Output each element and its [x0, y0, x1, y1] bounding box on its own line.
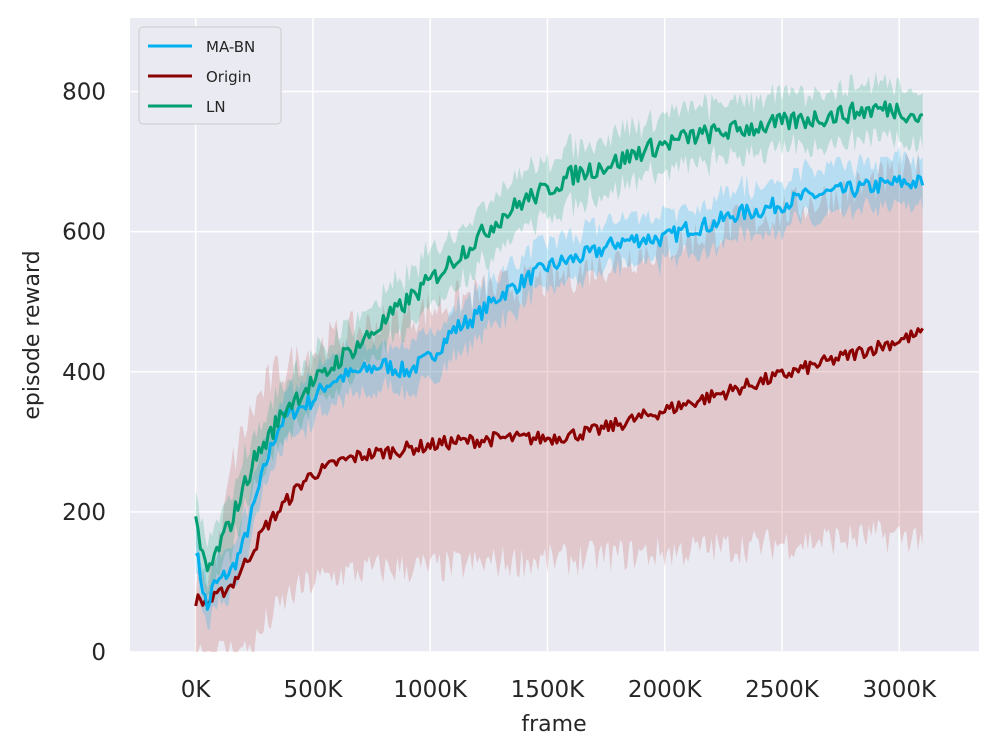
line-ma-bn	[194, 174, 925, 611]
y-tick-labels: 0 200 400 600 800	[62, 80, 106, 666]
legend-label-ln: LN	[206, 98, 226, 116]
legend-label-origin: Origin	[206, 68, 251, 86]
legend-box	[138, 26, 282, 125]
line-ln	[194, 100, 924, 573]
legend-label-ma-bn: MA-BN	[206, 38, 255, 56]
x-tick-label: 1500K	[511, 677, 586, 703]
x-tick-labels: 0K 500K 1000K 1500K 2000K 2500K 3000K	[181, 677, 937, 703]
y-tick-label: 400	[62, 360, 106, 386]
variance-bands	[195, 71, 923, 652]
y-tick-label: 0	[91, 640, 106, 666]
x-tick-label: 2000K	[628, 677, 703, 703]
x-tick-label: 2500K	[745, 677, 820, 703]
y-tick-label: 600	[62, 220, 106, 246]
band-ln	[195, 71, 923, 597]
y-tick-label: 200	[62, 500, 106, 526]
x-tick-label: 500K	[283, 677, 343, 703]
legend: MA-BN Origin LN	[138, 26, 282, 125]
band-origin	[195, 151, 923, 652]
x-tick-label: 0K	[181, 677, 212, 703]
x-axis-label: frame	[521, 712, 586, 737]
x-tick-label: 1000K	[393, 677, 468, 703]
y-axis-label: episode reward	[20, 250, 45, 419]
grid-lines	[130, 18, 979, 653]
series-lines	[194, 100, 925, 611]
band-ma-bn	[195, 146, 923, 631]
y-tick-label: 800	[62, 80, 106, 106]
x-tick-label: 3000K	[862, 677, 937, 703]
line-origin	[194, 327, 924, 607]
